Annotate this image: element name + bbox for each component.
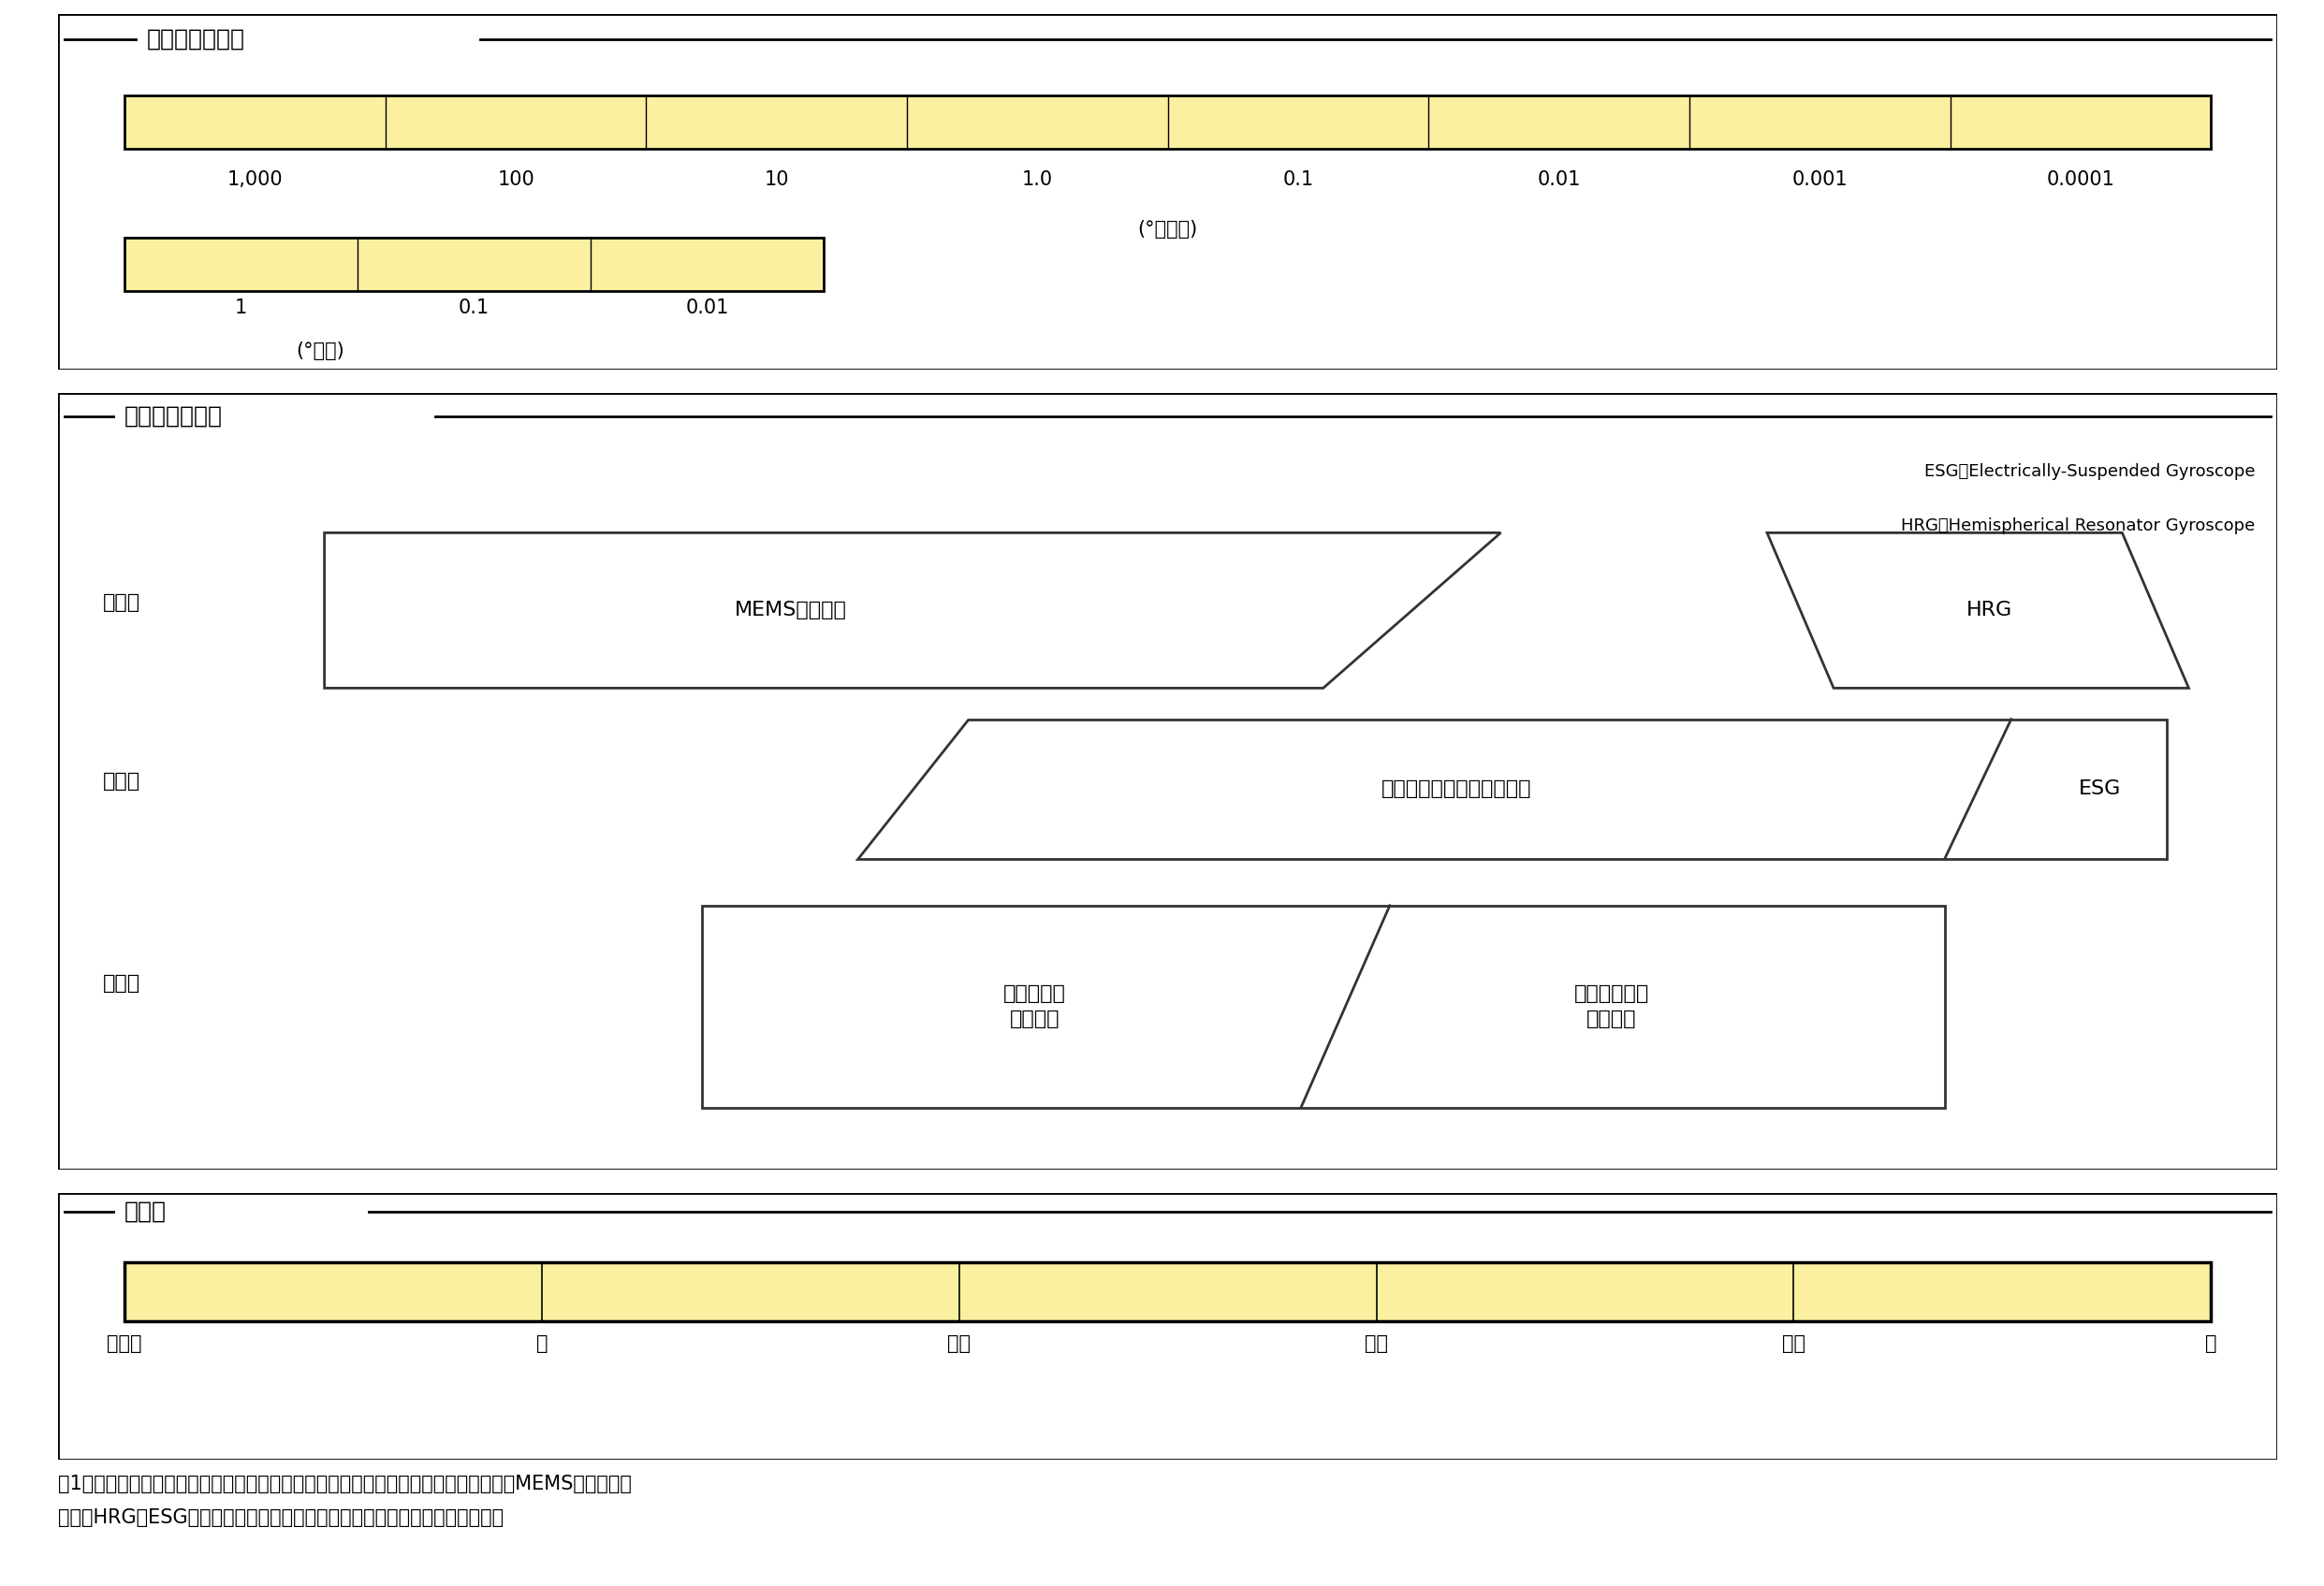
Text: バイアス安定性: バイアス安定性 (146, 27, 244, 51)
Text: 千万: 千万 (1783, 1334, 1806, 1353)
Text: 図1　ジャイロの種類と性能　　左側がローエンド，右側がハイエンドであり，前者はMEMSジャイロ，: 図1 ジャイロの種類と性能 左側がローエンド，右側がハイエンドであり，前者はME… (58, 1475, 632, 1492)
Text: 後者はHRGやESGである．　性能はバイアス安定性によって大まかに示した．: 後者はHRGやESGである． 性能はバイアス安定性によって大まかに示した． (58, 1508, 504, 1527)
Text: 百: 百 (537, 1334, 548, 1353)
Text: 億: 億 (2205, 1334, 2217, 1353)
Text: 0.0001: 0.0001 (2047, 170, 2115, 189)
Text: 0.001: 0.001 (1792, 170, 1848, 189)
Text: リングレーザ
ジャイロ: リングレーザ ジャイロ (1573, 985, 1650, 1028)
Polygon shape (1766, 533, 2189, 688)
Text: 1,000: 1,000 (228, 170, 284, 189)
Text: ドライチューンドジャイロ: ドライチューンドジャイロ (1380, 780, 1532, 798)
Text: 振動式: 振動式 (102, 593, 139, 612)
Bar (125, 238, 823, 292)
Text: 0.1: 0.1 (458, 298, 490, 317)
Text: 十万: 十万 (948, 1334, 971, 1353)
Text: 10: 10 (765, 170, 790, 189)
Text: ESG: ESG (2078, 780, 2122, 798)
Bar (125, 1262, 2210, 1321)
Text: 光ファイバ
ジャイロ: 光ファイバ ジャイロ (1004, 985, 1067, 1028)
Text: 1: 1 (235, 298, 246, 317)
Text: （円）: （円） (107, 1334, 142, 1353)
Bar (125, 95, 2210, 149)
Text: ESG：Electrically-Suspended Gyroscope: ESG：Electrically-Suspended Gyroscope (1924, 463, 2254, 479)
Text: 百万: 百万 (1364, 1334, 1387, 1353)
Text: 100: 100 (497, 170, 535, 189)
Polygon shape (325, 533, 1501, 688)
Text: ジャイロの方式: ジャイロの方式 (125, 404, 223, 428)
Text: 1.0: 1.0 (1023, 170, 1053, 189)
Text: 0.1: 0.1 (1283, 170, 1313, 189)
Polygon shape (858, 718, 2166, 860)
Text: 光学式: 光学式 (102, 974, 139, 993)
Text: HRG：Hemispherical Resonator Gyroscope: HRG：Hemispherical Resonator Gyroscope (1901, 517, 2254, 534)
Text: 価格帯: 価格帯 (125, 1201, 167, 1223)
Text: HRG: HRG (1966, 601, 2013, 620)
Text: MEMSジャイロ: MEMSジャイロ (734, 601, 846, 620)
Text: (°／秒): (°／秒) (295, 341, 344, 360)
Text: 0.01: 0.01 (686, 298, 730, 317)
Text: 回転式: 回転式 (102, 772, 139, 791)
Text: (°／時間): (°／時間) (1139, 220, 1197, 239)
Text: 0.01: 0.01 (1536, 170, 1580, 189)
Bar (702, 906, 1945, 1107)
